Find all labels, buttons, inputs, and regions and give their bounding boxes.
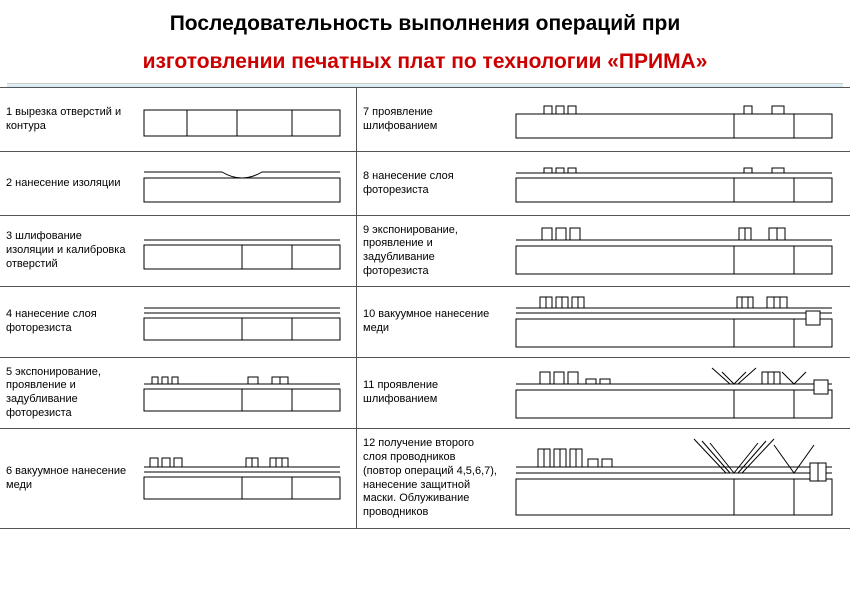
- step-cell-8: 8 нанесение слоя фоторезиста: [357, 152, 850, 216]
- step-cell-6: 6 вакуумное нанесение меди: [0, 429, 357, 529]
- step-figure-3: [134, 227, 350, 275]
- step-figure-10: [501, 291, 846, 353]
- step-figure-4: [134, 298, 350, 346]
- step-figure-1: [134, 96, 350, 144]
- step-label: 2 нанесение изоляции: [6, 177, 134, 191]
- step-label: 9 экспонирование, проявление и задублива…: [363, 224, 501, 279]
- step-label: 5 экспонирование, проявление и задублива…: [6, 366, 134, 421]
- step-label: 6 вакуумное нанесение меди: [6, 465, 134, 493]
- step-cell-4: 4 нанесение слоя фоторезиста: [0, 287, 357, 358]
- step-cell-9: 9 экспонирование, проявление и задублива…: [357, 216, 850, 287]
- step-label: 10 вакуумное нанесение меди: [363, 308, 501, 336]
- content-area: 1 вырезка отверстий и контура 7 проявлен…: [0, 81, 850, 529]
- step-label: 8 нанесение слоя фоторезиста: [363, 170, 501, 198]
- step-cell-11: 11 проявление шлифованием: [357, 358, 850, 429]
- step-label: 7 проявление шлифованием: [363, 106, 501, 134]
- page-title: Последовательность выполнения операций п…: [0, 0, 850, 81]
- step-figure-2: [134, 160, 350, 208]
- step-figure-12: [501, 435, 846, 523]
- title-line2: изготовлении печатных плат по технологии…: [20, 46, 830, 78]
- step-figure-8: [501, 160, 846, 208]
- step-figure-5: [134, 369, 350, 417]
- step-figure-9: [501, 220, 846, 282]
- title-line1: Последовательность выполнения операций п…: [20, 8, 830, 40]
- step-cell-12: 12 получение второго слоя проводников (п…: [357, 429, 850, 529]
- step-cell-1: 1 вырезка отверстий и контура: [0, 88, 357, 152]
- step-label: 12 получение второго слоя проводников (п…: [363, 437, 501, 520]
- steps-grid: 1 вырезка отверстий и контура 7 проявлен…: [0, 87, 850, 529]
- step-label: 3 шлифование изоляции и калибровка отвер…: [6, 230, 134, 271]
- step-cell-7: 7 проявление шлифованием: [357, 88, 850, 152]
- step-cell-10: 10 вакуумное нанесение меди: [357, 287, 850, 358]
- step-label: 11 проявление шлифованием: [363, 379, 501, 407]
- step-figure-11: [501, 362, 846, 424]
- step-figure-7: [501, 96, 846, 144]
- step-figure-6: [134, 453, 350, 505]
- step-cell-2: 2 нанесение изоляции: [0, 152, 357, 216]
- step-cell-3: 3 шлифование изоляции и калибровка отвер…: [0, 216, 357, 287]
- step-cell-5: 5 экспонирование, проявление и задублива…: [0, 358, 357, 429]
- step-label: 4 нанесение слоя фоторезиста: [6, 308, 134, 336]
- step-label: 1 вырезка отверстий и контура: [6, 106, 134, 134]
